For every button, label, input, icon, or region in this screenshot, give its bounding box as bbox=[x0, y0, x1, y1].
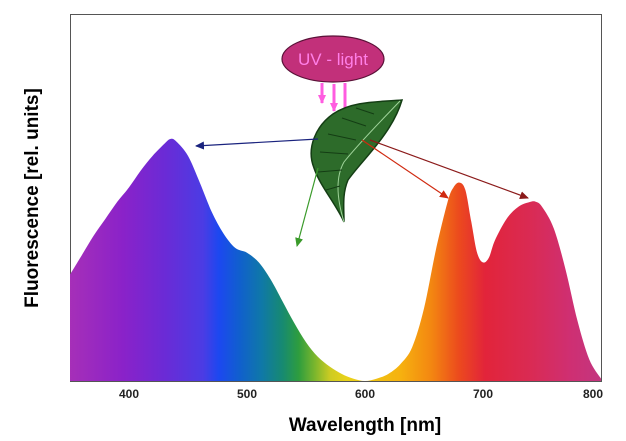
arrow-green bbox=[295, 167, 319, 247]
x-tick-label: 500 bbox=[237, 387, 257, 401]
x-tick-label: 800 bbox=[583, 387, 603, 401]
x-tick-label: 400 bbox=[119, 387, 139, 401]
emission-arrows bbox=[195, 138, 529, 247]
uv-light-label: UV - light bbox=[298, 50, 368, 69]
x-tick-label: 700 bbox=[473, 387, 493, 401]
x-tick-labels: 400 500 600 700 800 bbox=[119, 387, 603, 401]
arrow-blue bbox=[195, 138, 319, 150]
arrow-darkred bbox=[369, 139, 529, 199]
x-tick-label: 600 bbox=[355, 387, 375, 401]
uv-light-source: UV - light bbox=[281, 35, 385, 83]
y-axis-title: Fluorescence [rel. units] bbox=[22, 88, 43, 308]
leaf-icon bbox=[310, 99, 404, 223]
x-axis-title: Wavelength [nm] bbox=[289, 415, 441, 436]
fluorescence-area bbox=[70, 138, 601, 381]
arrow-red bbox=[361, 139, 449, 199]
uv-ellipse bbox=[281, 35, 385, 83]
